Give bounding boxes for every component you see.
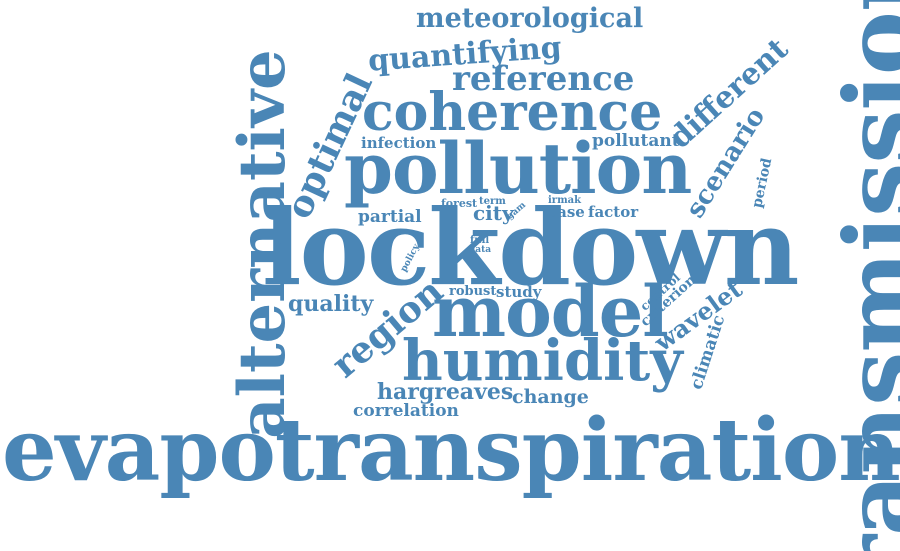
word-hargreaves: hargreaves [377, 379, 514, 405]
word-city: city [473, 201, 514, 225]
word-term: term [479, 196, 506, 207]
word-pollution: pollution [344, 127, 692, 210]
word-humidity: humidity [402, 328, 683, 394]
word-coherence: coherence [362, 82, 663, 143]
word-irmak: irmak [548, 195, 582, 206]
word-quality: quality [288, 291, 374, 317]
word-partial: partial [358, 207, 422, 227]
word-study: study [496, 283, 542, 301]
word-robust: robust [449, 284, 497, 299]
word-full: full [470, 235, 490, 246]
word-change: change [512, 386, 589, 408]
word-evapotranspiration: evapotranspiration [2, 400, 900, 501]
word-factor: factor [588, 203, 639, 221]
word-pollutant: pollutant [592, 131, 680, 151]
word-correlation: correlation [353, 401, 459, 421]
word-case: case [548, 203, 585, 221]
word-transmission: transmission [823, 0, 900, 551]
word-forest: forest [441, 197, 478, 210]
word-alternative: alternative [224, 49, 300, 439]
word-model: model [432, 270, 669, 353]
word-lockdown: lockdown [262, 186, 799, 309]
word-meteorological: meteorological [416, 3, 644, 34]
word-reference: reference [452, 59, 635, 99]
word-infection: infection [361, 134, 437, 152]
word-data: data [469, 245, 492, 255]
